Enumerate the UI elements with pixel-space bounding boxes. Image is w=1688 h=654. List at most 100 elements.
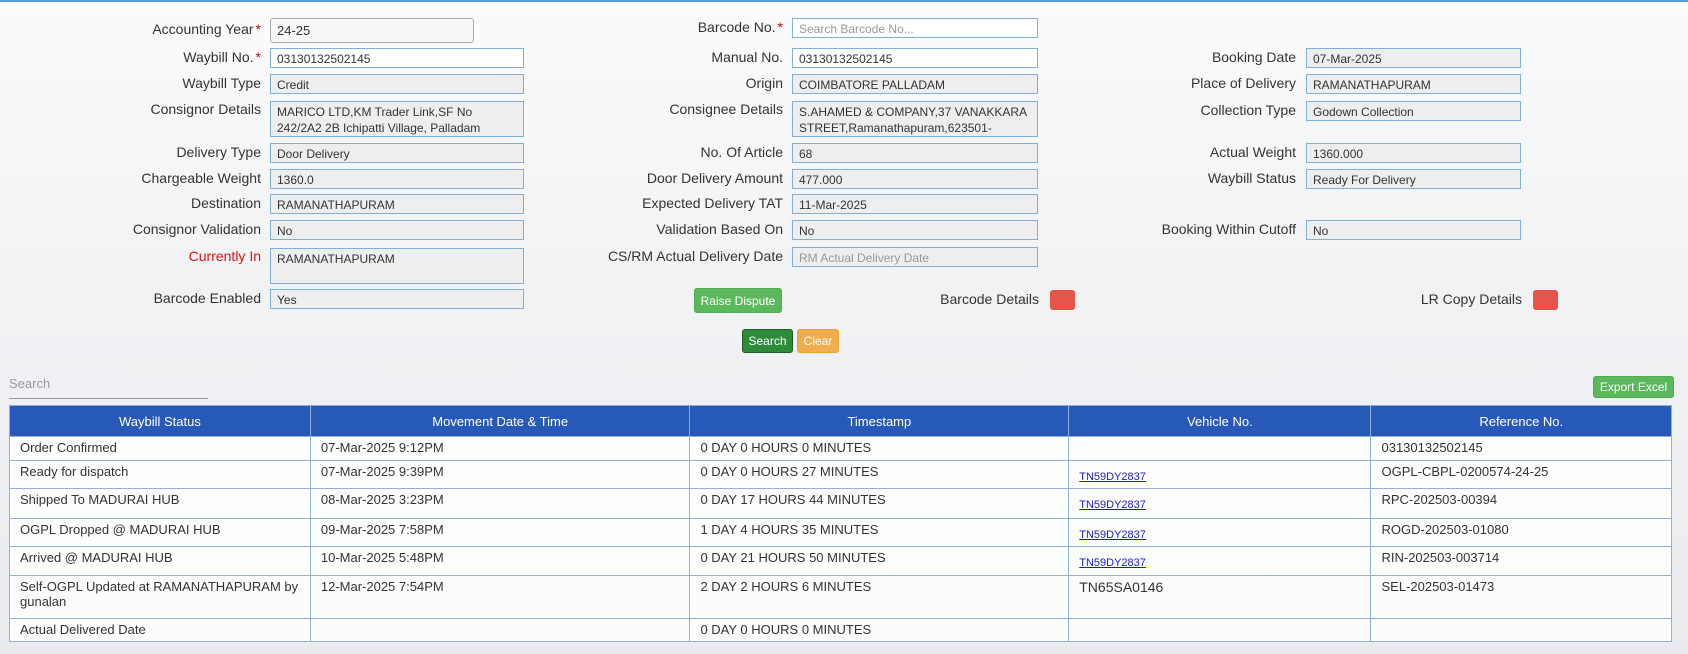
input-field[interactable]: 1360.000 [1306, 143, 1521, 163]
table-row: Actual Delivered Date 0 DAY 0 HOURS 0 MIN… [9, 618, 1672, 642]
label-text: Door Delivery Amount [646, 170, 783, 186]
required-mark: * [255, 21, 261, 37]
field-label: Door Delivery Amount [483, 170, 783, 186]
input-value: Ready For Delivery [1313, 173, 1416, 187]
input-field[interactable]: Door Delivery [270, 143, 524, 163]
table-cell: 1 DAY 4 HOURS 35 MINUTES [689, 518, 1070, 547]
input-value: 68 [799, 147, 813, 161]
label-text: Currently In [188, 248, 261, 264]
input-field[interactable]: S.AHAMED & COMPANY,37 VANAKKARA STREET,R… [792, 101, 1038, 137]
field-label: Barcode No. * [483, 19, 783, 35]
vehicle-link[interactable]: TN59DY2837 [1079, 471, 1146, 483]
barcode-details-icon[interactable] [1050, 290, 1075, 310]
label-text: Destination [190, 195, 261, 211]
label-text: Accounting Year [152, 21, 254, 37]
input-placeholder: RM Actual Delivery Date [799, 251, 930, 265]
input-value: 07-Mar-2025 [1313, 52, 1382, 66]
lr-copy-details-icon[interactable] [1533, 290, 1558, 310]
vehicle-link[interactable]: TN59DY2837 [1079, 529, 1146, 541]
input-value: RAMANATHAPURAM [277, 198, 395, 212]
input-field[interactable]: 07-Mar-2025 [1306, 48, 1521, 68]
table-cell: 0 DAY 0 HOURS 27 MINUTES [689, 460, 1070, 489]
input-field[interactable]: 03130132502145 [792, 48, 1038, 68]
input-value: Credit [277, 78, 310, 92]
input-field[interactable]: 68 [792, 143, 1038, 163]
input-field[interactable]: No [270, 220, 524, 240]
table-search[interactable]: Search [9, 376, 208, 399]
input-value: S.AHAMED & COMPANY,37 VANAKKARA STREET,R… [799, 105, 1027, 135]
barcode-details-label: Barcode Details [940, 291, 1039, 307]
vehicle-cell: TN65SA0146 [1068, 575, 1372, 619]
field-label: Waybill No. * [0, 49, 261, 65]
input-value: 477.000 [799, 173, 843, 187]
table-cell: 07-Mar-2025 9:39PM [309, 460, 691, 489]
label-text: Actual Weight [1209, 144, 1296, 160]
vehicle-cell: TN59DY2837 [1068, 488, 1372, 519]
input-field[interactable]: RM Actual Delivery Date [792, 247, 1038, 267]
input-field[interactable]: 03130132502145 [270, 48, 524, 68]
label-text: Validation Based On [656, 221, 783, 237]
label-text: Waybill No. [183, 49, 254, 65]
table-cell: Arrived @ MADURAI HUB [9, 546, 311, 576]
search-button[interactable]: Search [742, 329, 793, 353]
input-field[interactable]: Ready For Delivery [1306, 169, 1521, 189]
input-value: Yes [277, 293, 297, 307]
field-label: Waybill Type [0, 75, 261, 91]
label-text: Place of Delivery [1190, 75, 1296, 91]
input-field[interactable]: COIMBATORE PALLADAM [792, 74, 1038, 94]
input-field[interactable]: Yes [270, 289, 524, 309]
table-row: Shipped To MADURAI HUB 08-Mar-2025 3:23PM… [9, 488, 1672, 519]
column-header: Timestamp [689, 405, 1070, 437]
field-label: Collection Type [996, 102, 1296, 118]
vehicle-cell: TN59DY2837 [1068, 546, 1372, 576]
label-text: Consignee Details [669, 101, 783, 117]
table-cell: OGPL-CBPL-0200574-24-25 [1370, 460, 1672, 489]
table-cell: 2 DAY 2 HOURS 6 MINUTES [689, 575, 1070, 619]
table-cell: 0 DAY 17 HOURS 44 MINUTES [689, 488, 1070, 519]
input-field[interactable]: RAMANATHAPURAM [270, 248, 524, 284]
vehicle-cell: TN59DY2837 [1068, 518, 1372, 547]
input-field[interactable]: Credit [270, 74, 524, 94]
table-cell: 0 DAY 0 HOURS 0 MINUTES [689, 618, 1070, 642]
field-label: Barcode Enabled [0, 290, 261, 306]
table-row: Ready for dispatch 07-Mar-2025 9:39PM 0 DA… [9, 460, 1672, 489]
input-field[interactable]: 477.000 [792, 169, 1038, 189]
table-cell: Shipped To MADURAI HUB [9, 488, 311, 519]
table-cell: Actual Delivered Date [9, 618, 311, 642]
input-field[interactable]: RAMANATHAPURAM [270, 194, 524, 214]
label-text: Waybill Type [182, 75, 261, 91]
lr-copy-details-label: LR Copy Details [1420, 291, 1522, 307]
input-field[interactable]: Godown Collection [1306, 101, 1521, 121]
input-field[interactable]: RAMANATHAPURAM [1306, 74, 1521, 94]
input-field[interactable]: Search Barcode No... [792, 18, 1038, 38]
export-excel-button[interactable]: Export Excel [1593, 376, 1674, 398]
input-field[interactable]: 11-Mar-2025 [792, 194, 1038, 214]
clear-button[interactable]: Clear [797, 329, 839, 353]
field-label: Expected Delivery TAT [483, 195, 783, 211]
input-field[interactable]: 1360.0 [270, 169, 524, 189]
table-cell: SEL-202503-01473 [1370, 575, 1672, 619]
raise-dispute-button[interactable]: Raise Dispute [694, 288, 782, 313]
label-text: Expected Delivery TAT [642, 195, 783, 211]
input-value: Godown Collection [1313, 105, 1414, 119]
input-value: 1360.000 [1313, 147, 1364, 161]
table-cell: 03130132502145 [1370, 436, 1672, 461]
input-field[interactable]: No [792, 220, 1038, 240]
input-field[interactable]: No [1306, 220, 1521, 240]
vehicle-link[interactable]: TN59DY2837 [1079, 499, 1146, 511]
field-label: Consignor Details [0, 101, 262, 117]
label-text: Collection Type [1200, 102, 1296, 118]
field-label: Consignee Details [483, 101, 783, 117]
table-cell: 10-Mar-2025 5:48PM [309, 546, 691, 576]
label-text: Barcode No. [697, 19, 776, 35]
input-value: Door Delivery [277, 147, 350, 161]
year-select[interactable]: 24-25 [270, 18, 474, 43]
table-row: Arrived @ MADURAI HUB 10-Mar-2025 5:48PM 0… [9, 546, 1672, 576]
input-field[interactable]: MARICO LTD,KM Trader Link,SF No 242/2A2 … [270, 101, 524, 137]
column-header: Reference No. [1370, 405, 1672, 437]
vehicle-link[interactable]: TN59DY2837 [1079, 557, 1146, 569]
table-cell: Ready for dispatch [9, 460, 311, 489]
table-cell: 08-Mar-2025 3:23PM [309, 488, 691, 519]
table-cell [309, 618, 691, 642]
